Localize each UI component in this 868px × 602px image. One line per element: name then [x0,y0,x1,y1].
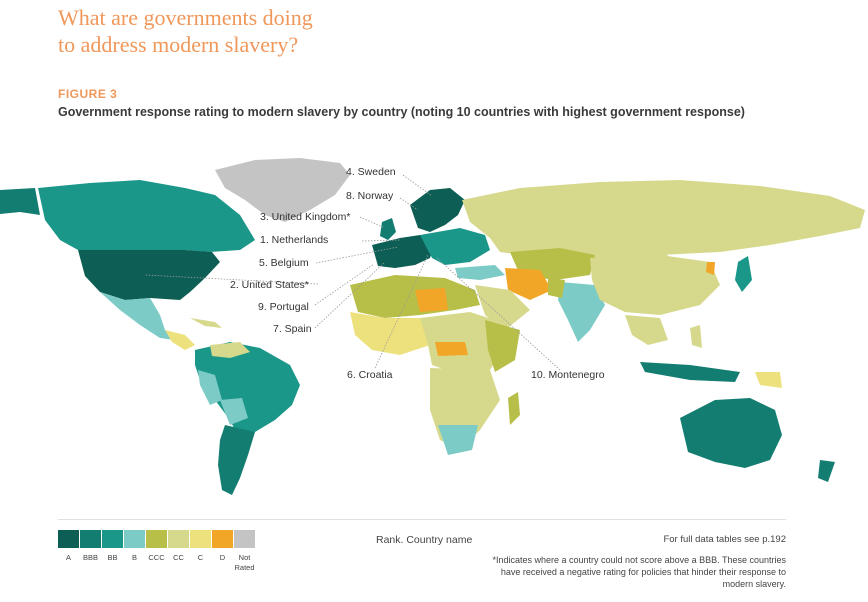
legend-swatch-b [124,530,145,548]
label-spain: 7. Spain [273,323,312,335]
venezuela [210,342,250,358]
rank-note: Rank. Country name [376,534,473,546]
north-korea [706,262,715,275]
legend-label-a: A [65,553,71,562]
title-line-1: What are governments doing [58,5,313,30]
japan [735,256,752,292]
legend-label-bb: BB [107,553,118,562]
philippines [690,325,702,348]
legend-label-ccc: CCC [148,553,165,562]
arabia [475,285,530,330]
central-america [165,330,195,350]
title-line-2: to address modern slavery? [58,32,299,57]
leader-belgium [315,246,399,264]
china [590,255,720,315]
caribbean [190,318,222,328]
label-belgium: 5. Belgium [259,257,309,269]
figure-label: FIGURE 3 [58,87,118,101]
leader-montenegro [436,257,561,371]
india [558,282,605,342]
legend-label-bbb: BBB [82,553,98,562]
legend-swatch-bbb [80,530,101,548]
legend-swatch-bb [102,530,123,548]
canada [38,180,255,252]
png [755,372,782,388]
legend-swatch-cc [168,530,189,548]
south-america-north [195,342,300,440]
label-sweden: 4. Sweden [346,166,396,178]
legend-label-b: B [131,553,137,562]
scandinavia [410,188,465,232]
legend-label-d: D [219,553,226,562]
southeast-asia [625,315,668,345]
east-africa [485,320,520,372]
world-map [0,158,865,495]
iran [505,268,552,300]
legend-divider [58,519,786,520]
label-netherlands: 1. Netherlands [260,234,329,246]
leader-spain [314,261,386,329]
bolivia [220,398,248,425]
legend-label-c: C [197,553,204,562]
russia [462,180,865,258]
label-united-kingdom: 3. United Kingdom* [260,211,351,223]
uk [380,218,396,240]
eastern-europe [420,228,490,265]
greenland [215,158,350,222]
legend-label-cc: CC [173,553,184,562]
leader-norway [399,197,419,211]
turkey [455,265,505,280]
legend-swatch-c [190,530,211,548]
leader-sweden [402,174,433,197]
car [435,342,468,356]
peru [198,370,222,405]
leader-uk [359,216,386,229]
west-africa [350,312,430,355]
madagascar [508,392,520,425]
argentina-chile [218,425,255,495]
label-montenegro: 10. Montenegro [531,369,605,381]
libya [415,288,448,312]
leader-netherlands [361,239,401,242]
legend-label-not-rated: Not Rated [234,553,255,572]
alaska [0,188,40,215]
north-africa [350,275,480,318]
australia [680,398,782,468]
western-europe [372,235,435,268]
mexico [100,292,175,340]
legend-swatch-a [58,530,79,548]
leader-usa [144,274,319,285]
legend-swatch-ccc [146,530,167,548]
new-zealand [818,460,835,482]
mongolia [610,248,670,265]
label-norway: 8. Norway [346,190,394,202]
label-united-states: 2. United States* [230,279,309,291]
pakistan [548,278,565,298]
label-croatia: 6. Croatia [347,369,393,381]
legend-swatch-not-rated [234,530,255,548]
data-tables-note: For full data tables see p.192 [663,534,786,545]
legend-swatch-d [212,530,233,548]
page-title: What are governments doing to address mo… [58,4,578,58]
asterisk-note: *Indicates where a country could not sco… [492,555,786,589]
south-africa [438,425,478,455]
label-portugal: 9. Portugal [258,301,309,313]
figure-subtitle: Government response rating to modern sla… [58,105,745,119]
indonesia [640,362,740,382]
